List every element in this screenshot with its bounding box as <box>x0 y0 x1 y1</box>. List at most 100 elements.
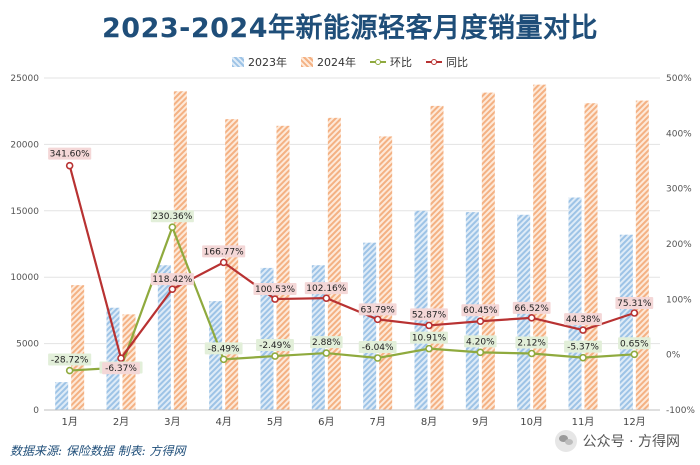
tb-data-label-bg <box>102 362 140 375</box>
hb-data-label: -8.49% <box>208 344 240 354</box>
x-tick-label: 3月 <box>164 416 180 428</box>
y2-tick-label: 100% <box>666 295 692 305</box>
y2-tick-label: 500% <box>666 74 692 84</box>
tb-data-label: 63.79% <box>361 305 396 315</box>
hb-point <box>630 350 639 359</box>
y2-tick-label: 0% <box>666 351 681 361</box>
tb-data-label-bg <box>410 308 448 321</box>
bar-2023 <box>106 307 120 410</box>
bar-2024 <box>635 100 649 411</box>
hb-data-label: 10.91% <box>412 334 447 344</box>
tb-data-label-bg <box>48 147 92 160</box>
legend-label-2024: 2024年 <box>317 56 356 69</box>
tb-data-label-bg <box>202 245 246 258</box>
hb-data-label: 2.88% <box>312 338 341 348</box>
x-tick-label: 11月 <box>572 416 595 428</box>
bar-2024 <box>533 84 547 410</box>
hb-point <box>65 366 74 375</box>
hb-data-label: -5.37% <box>567 343 599 353</box>
bar-2023 <box>260 267 274 410</box>
y-tick-label: 25000 <box>10 74 39 84</box>
bar-2023 <box>619 234 633 410</box>
y-tick-label: 5000 <box>16 340 39 350</box>
bar-2024 <box>71 285 85 410</box>
tb-point <box>65 161 74 170</box>
hb-data-label-bg <box>48 353 92 366</box>
hb-data-label-bg <box>515 336 548 349</box>
x-tick-label: 8月 <box>421 416 437 428</box>
tb-data-label: 166.77% <box>204 247 244 257</box>
y2-tick-label: 300% <box>666 185 692 195</box>
tb-point <box>630 309 639 317</box>
tb-data-label-bg <box>615 296 654 309</box>
hb-data-label: 2.12% <box>517 338 546 348</box>
hb-data-label-bg <box>410 331 448 344</box>
hb-point <box>476 348 485 357</box>
y2-tick-label: -100% <box>666 406 695 416</box>
x-tick-label: 9月 <box>472 416 488 428</box>
tb-point <box>425 321 433 330</box>
legend-label-hb: 环比 <box>390 56 412 69</box>
legend-swatch-tb <box>426 57 442 67</box>
tb-data-label: 60.45% <box>463 306 498 316</box>
tb-data-label: 75.31% <box>617 299 652 309</box>
hb-data-label: 230.36% <box>152 212 192 222</box>
watermark-text: 公众号 · 方得网 <box>582 434 680 450</box>
watermark: 公众号 · 方得网 <box>554 430 680 452</box>
hb-data-label: -2.49% <box>259 341 291 351</box>
hb-data-label: 4.20% <box>466 337 495 347</box>
tb-point <box>168 285 177 293</box>
tb-data-label: 100.53% <box>255 285 295 295</box>
tb-data-label: 52.87% <box>412 310 447 320</box>
tb-data-label-bg <box>253 283 297 296</box>
hb-data-label: -6.04% <box>362 343 394 353</box>
hb-point <box>271 352 279 360</box>
y-tick-label: 0 <box>33 406 39 416</box>
bar-2023 <box>363 242 377 410</box>
hb-point <box>579 353 587 362</box>
tb-point <box>322 294 331 302</box>
x-tick-label: 2月 <box>113 416 129 428</box>
hb-data-label-bg <box>618 337 651 350</box>
hb-data-label-bg <box>204 342 243 355</box>
tb-data-label: -6.37% <box>105 364 137 374</box>
bar-2024 <box>481 92 495 410</box>
tb-data-label: 102.16% <box>306 284 346 294</box>
hb-point <box>322 349 331 357</box>
hb-point <box>373 354 382 362</box>
chart-legend: 2023年 2024年 环比 同比 <box>0 54 700 70</box>
hb-point <box>527 349 536 358</box>
hb-data-label: -28.72% <box>51 356 89 366</box>
hb-data-label-bg <box>358 341 397 354</box>
tb-data-label: 341.60% <box>50 150 90 160</box>
tb-point <box>527 314 536 322</box>
bar-2024 <box>379 136 393 410</box>
bar-2024 <box>430 105 444 410</box>
data-source-note: 数据来源: 保险数据 制表: 方得网 <box>10 444 186 458</box>
tb-point <box>271 295 279 303</box>
bar-2023 <box>157 265 171 410</box>
y-tick-label: 15000 <box>10 207 39 217</box>
bar-2024 <box>584 103 598 411</box>
bar-2023 <box>568 197 582 410</box>
tb-data-label-bg <box>461 304 500 317</box>
wechat-icon <box>554 430 577 452</box>
x-tick-label: 10月 <box>520 416 543 428</box>
hb-point <box>425 344 433 353</box>
hb-point <box>219 355 228 364</box>
x-tick-label: 6月 <box>318 416 334 428</box>
legend-item-2023: 2023年 <box>232 54 287 70</box>
tb-data-label: 66.52% <box>515 304 550 314</box>
x-tick-label: 12月 <box>623 416 646 428</box>
hb-line <box>69 224 635 372</box>
tb-point <box>117 354 125 362</box>
chart-title: 2023-2024年新能源轻客月度销量对比 <box>102 13 598 44</box>
x-tick-label: 4月 <box>215 416 231 428</box>
bar-2023 <box>55 382 69 410</box>
tb-data-label: 118.42% <box>152 275 192 285</box>
y2-tick-label: 400% <box>666 129 692 139</box>
hb-data-label-bg <box>564 340 602 353</box>
legend-label-tb: 同比 <box>446 56 468 69</box>
x-tick-label: 5月 <box>267 416 283 428</box>
